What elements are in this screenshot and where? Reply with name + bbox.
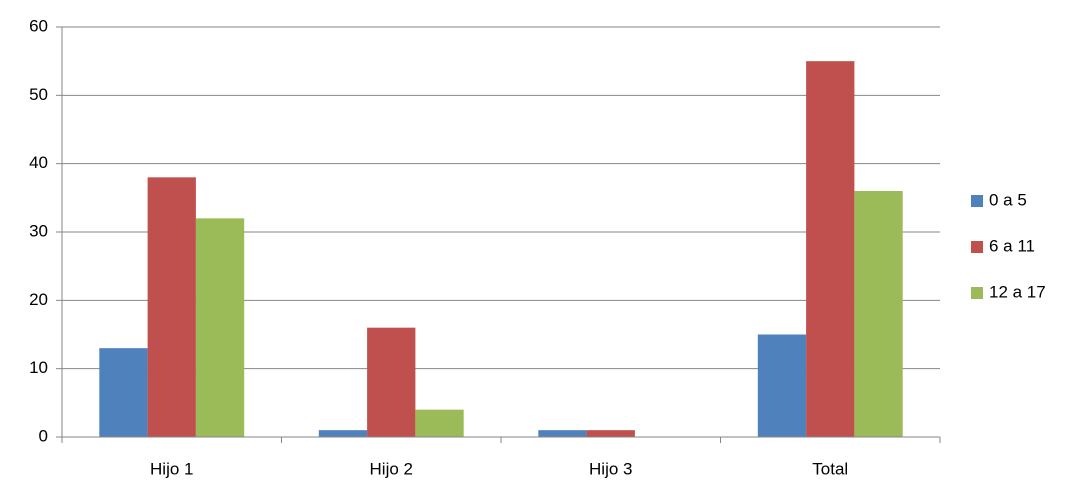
y-tick-label: 60 xyxy=(29,16,48,35)
legend-swatch xyxy=(971,195,983,207)
bar xyxy=(415,409,464,437)
bar xyxy=(367,327,416,437)
bar xyxy=(586,430,635,437)
bar xyxy=(99,348,148,437)
legend-label: 0 a 5 xyxy=(989,190,1027,209)
bar xyxy=(854,191,903,437)
y-tick-label: 0 xyxy=(39,426,48,445)
x-tick-label: Hijo 3 xyxy=(589,459,632,478)
y-tick-label: 40 xyxy=(29,153,48,172)
y-tick-label: 20 xyxy=(29,290,48,309)
bar xyxy=(195,218,245,437)
legend-swatch xyxy=(971,287,983,299)
bar xyxy=(538,430,587,437)
bar xyxy=(147,177,196,438)
y-tick-label: 10 xyxy=(29,358,48,377)
legend-label: 6 a 11 xyxy=(989,236,1035,255)
bar xyxy=(318,430,368,437)
x-tick-label: Hijo 2 xyxy=(370,459,413,478)
bar xyxy=(757,334,807,437)
x-tick-label: Total xyxy=(812,459,848,478)
legend-label: 12 a 17 xyxy=(989,282,1046,301)
bar xyxy=(806,61,855,438)
y-tick-label: 50 xyxy=(29,85,48,104)
legend-swatch xyxy=(971,241,983,253)
y-tick-label: 30 xyxy=(29,221,48,240)
x-tick-label: Hijo 1 xyxy=(150,459,193,478)
